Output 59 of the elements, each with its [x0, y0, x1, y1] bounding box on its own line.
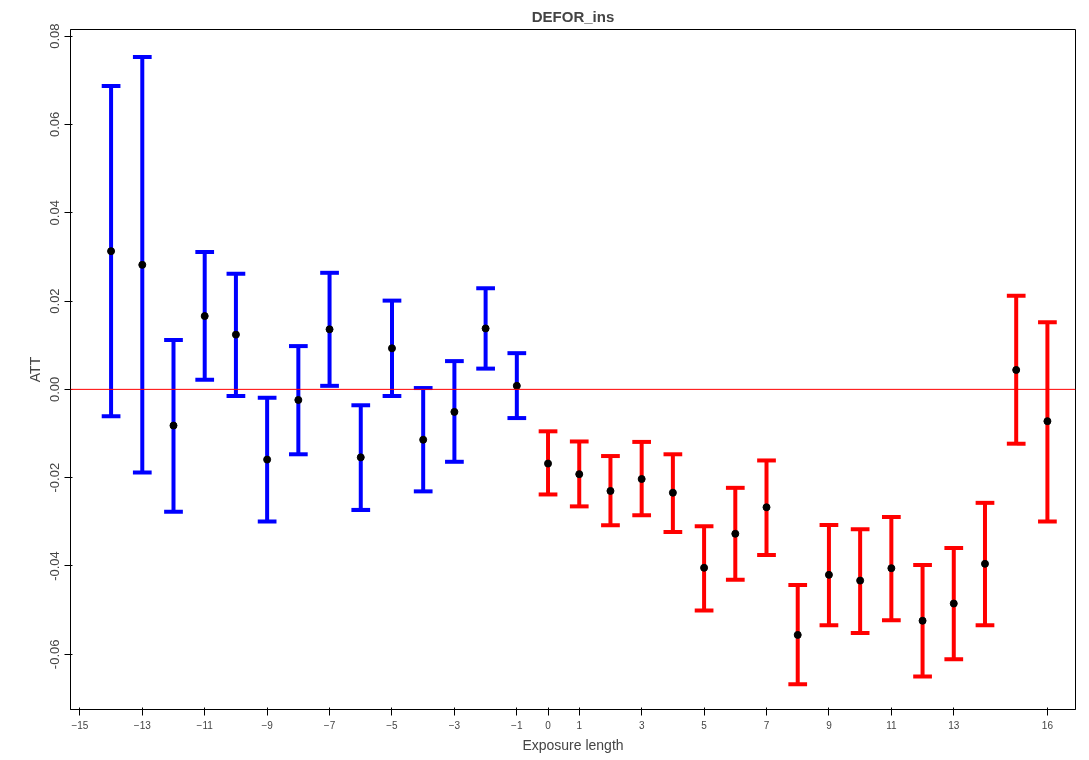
- x-tick-label: 11: [886, 719, 897, 731]
- point: [637, 475, 646, 483]
- y-tick-label: 0.04: [47, 200, 63, 226]
- x-tick-label: 16: [1041, 719, 1054, 731]
- x-tick-label: 7: [763, 719, 770, 731]
- point: [263, 455, 272, 464]
- point: [668, 488, 677, 497]
- x-tick-label: 5: [701, 719, 708, 731]
- point: [450, 407, 459, 416]
- point: [793, 630, 802, 639]
- point: [169, 421, 178, 430]
- point: [856, 576, 865, 585]
- point: [731, 529, 740, 538]
- x-tick-label: 1: [576, 719, 583, 731]
- x-tick-label: −1: [511, 719, 523, 731]
- y-tick-label: -0.04: [47, 551, 63, 581]
- x-tick-label: 0: [545, 719, 552, 731]
- point: [387, 344, 396, 353]
- point: [824, 570, 833, 579]
- point: [419, 435, 428, 444]
- point: [980, 559, 989, 568]
- x-tick-label: −9: [261, 719, 274, 731]
- point: [544, 459, 553, 468]
- point: [1012, 365, 1021, 374]
- chart-title: DEFOR_ins: [531, 7, 615, 25]
- point: [606, 486, 615, 495]
- point: [512, 381, 521, 390]
- y-tick-label: 0.08: [47, 23, 63, 49]
- point: [575, 470, 584, 479]
- point: [949, 599, 958, 608]
- y-tick-label: 0.02: [47, 288, 63, 314]
- point: [294, 395, 303, 404]
- x-tick-label: 13: [948, 719, 960, 731]
- x-tick-label: −11: [196, 719, 214, 731]
- point: [481, 324, 490, 333]
- point: [356, 453, 365, 462]
- point: [1043, 417, 1052, 426]
- point: [762, 503, 771, 512]
- point: [107, 247, 116, 256]
- y-tick-label: 0.00: [47, 376, 63, 403]
- y-tick-label: 0.06: [47, 111, 63, 138]
- x-tick-label: 3: [638, 719, 645, 731]
- x-axis-title: Exposure length: [522, 736, 624, 753]
- x-tick-label: −13: [133, 719, 152, 731]
- x-tick-label: −5: [386, 719, 399, 731]
- point: [700, 563, 709, 572]
- point: [138, 260, 147, 269]
- point: [325, 325, 334, 334]
- point: [887, 564, 896, 573]
- y-axis-title: ATT: [26, 356, 43, 383]
- y-tick-label: -0.02: [47, 462, 63, 493]
- x-tick-label: −3: [448, 719, 461, 731]
- point: [200, 312, 209, 321]
- x-tick-label: −7: [323, 719, 336, 731]
- x-tick-label: −15: [71, 719, 89, 731]
- point: [231, 330, 240, 339]
- x-tick-label: 9: [826, 719, 833, 731]
- y-tick-label: -0.06: [47, 639, 63, 670]
- point: [918, 616, 927, 625]
